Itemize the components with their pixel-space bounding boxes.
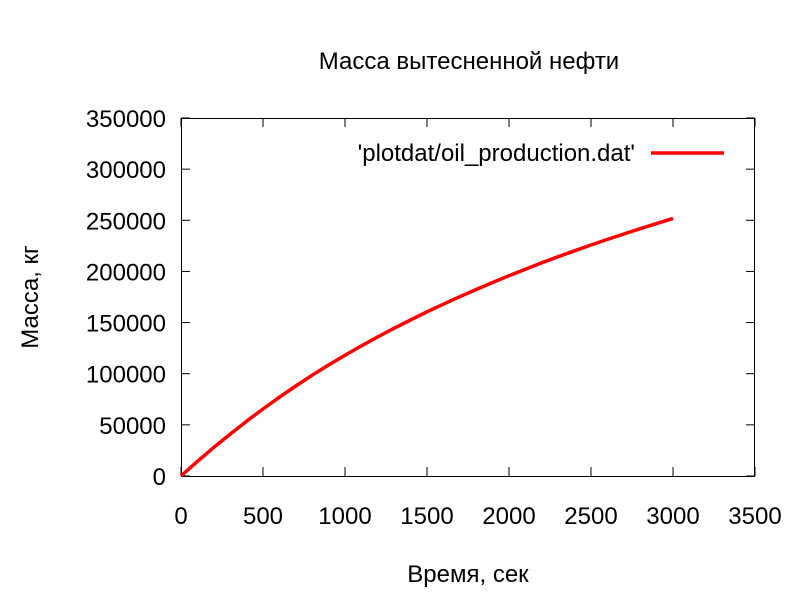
y-tick-label: 100000 xyxy=(86,362,166,389)
y-tick-label: 0 xyxy=(153,464,166,491)
x-axis-label: Время, сек xyxy=(407,561,529,588)
series-line xyxy=(179,216,674,478)
series-layer xyxy=(179,216,674,478)
y-tick-label: 200000 xyxy=(86,259,166,286)
x-tick-label: 500 xyxy=(243,503,283,530)
x-tick-label: 2000 xyxy=(482,503,535,530)
plot-area-frame xyxy=(181,118,755,477)
y-tick-label: 250000 xyxy=(86,208,166,235)
chart-title: Масса вытесненной нефти xyxy=(319,48,619,75)
legend: 'plotdat/oil_production.dat' xyxy=(358,140,724,167)
legend-label: 'plotdat/oil_production.dat' xyxy=(358,140,635,167)
y-axis-ticks: 0 50000 100000 150000 200000 250000 300000 3500… xyxy=(86,106,755,491)
x-tick-label: 1500 xyxy=(400,503,453,530)
y-tick-label: 150000 xyxy=(86,311,166,338)
x-tick-label: 1000 xyxy=(318,503,371,530)
x-tick-label: 3500 xyxy=(728,503,781,530)
y-tick-label: 50000 xyxy=(99,413,166,440)
y-axis-label: Масса, кг xyxy=(17,245,44,349)
x-tick-label: 3000 xyxy=(646,503,699,530)
y-tick-label: 300000 xyxy=(86,157,166,184)
x-tick-label: 0 xyxy=(174,503,187,530)
x-axis-ticks: 0 500 1000 1500 2000 2500 3000 3500 xyxy=(174,118,782,530)
x-tick-label: 2500 xyxy=(564,503,617,530)
y-tick-label: 350000 xyxy=(86,106,166,133)
